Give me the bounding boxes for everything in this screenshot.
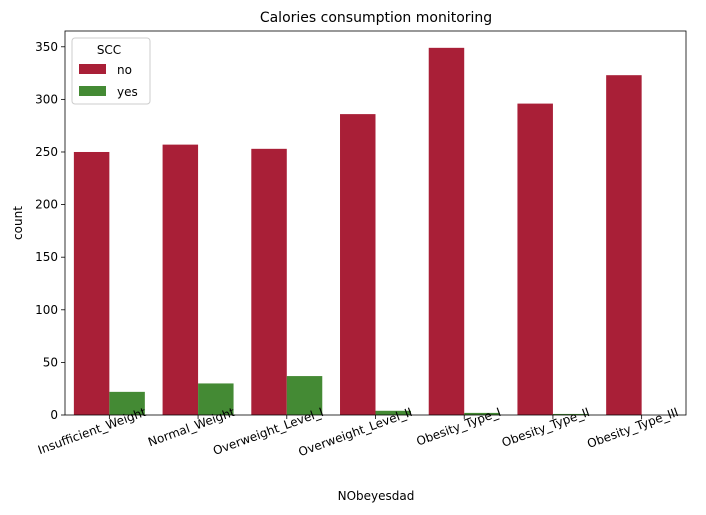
y-tick-label: 0: [50, 408, 58, 422]
bar-no-Overweight_Level_II: [340, 114, 376, 415]
bar-yes-Obesity_Type_I: [464, 412, 500, 415]
y-tick-label: 350: [35, 40, 58, 54]
bar-yes-Insufficient_Weight: [109, 391, 145, 415]
bar-no-Normal_Weight: [162, 144, 199, 415]
y-axis-label: count: [11, 206, 25, 240]
bar-no-Insufficient_Weight: [73, 151, 110, 415]
y-tick-label: 100: [35, 303, 58, 317]
legend-label-yes: yes: [117, 85, 138, 99]
legend-swatch-yes: [79, 86, 106, 96]
bar-no-Obesity_Type_III: [606, 75, 642, 415]
y-tick-label: 200: [35, 198, 58, 212]
chart-title: Calories consumption monitoring: [260, 10, 492, 26]
x-axis-label: NObeyesdad: [338, 489, 415, 503]
y-tick-label: 250: [35, 145, 58, 159]
y-axis: 0 50 100 150 200 250 300 350: [35, 40, 65, 422]
bar-no-Overweight_Level_I: [251, 148, 287, 415]
legend-label-no: no: [117, 63, 132, 77]
bar-yes-Overweight_Level_II: [375, 410, 411, 415]
y-tick-label: 150: [35, 250, 58, 264]
legend: SCC no yes: [71, 37, 151, 105]
bar-no-Obesity_Type_I: [428, 47, 465, 415]
y-tick-label: 300: [35, 92, 58, 106]
legend-swatch-no: [79, 64, 106, 74]
bar-yes-Overweight_Level_I: [286, 376, 323, 415]
legend-title: SCC: [97, 43, 121, 57]
bar-yes-Normal_Weight: [198, 383, 234, 415]
y-tick-label: 50: [43, 355, 58, 369]
bar-yes-Obesity_Type_II: [552, 413, 589, 415]
bars-group: [73, 47, 642, 415]
bar-no-Obesity_Type_II: [517, 103, 553, 415]
